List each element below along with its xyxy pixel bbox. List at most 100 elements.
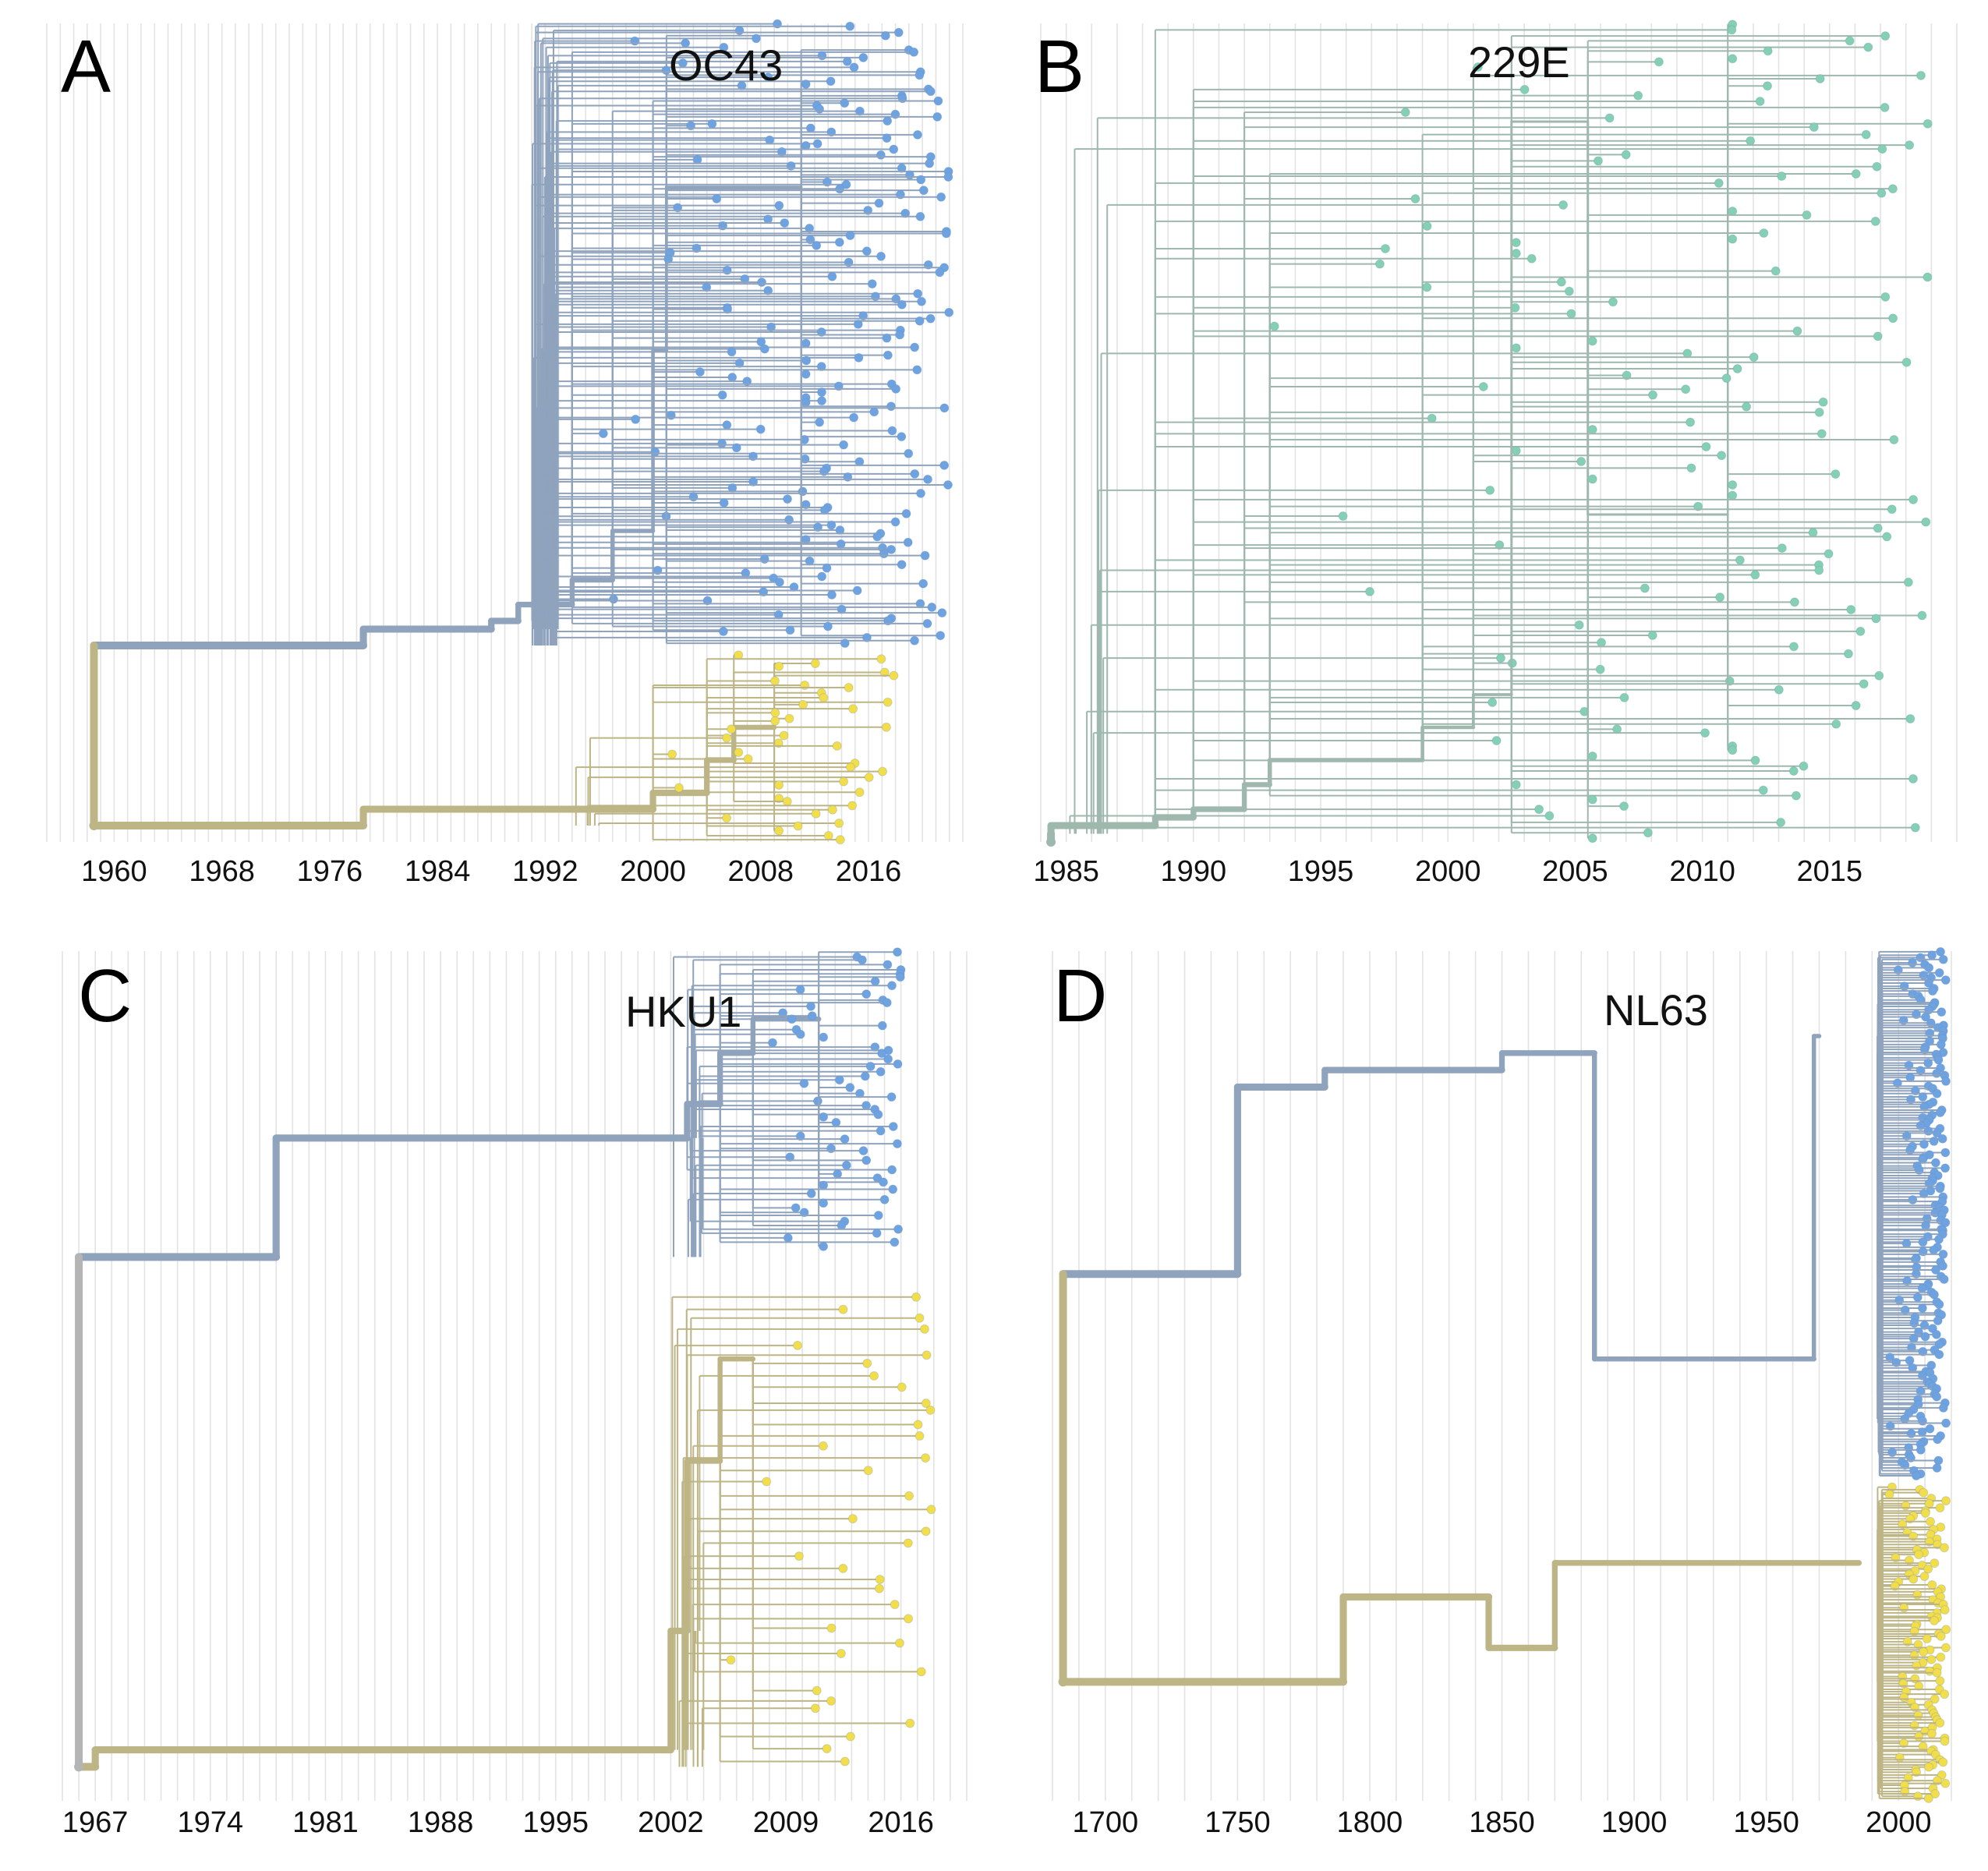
tip-node: [1908, 1574, 1919, 1584]
tip-node: [1604, 113, 1615, 123]
tip-node: [1912, 1293, 1923, 1303]
tip-node: [1870, 216, 1880, 226]
tip-node: [1932, 1088, 1942, 1098]
tip-node: [763, 285, 773, 295]
tip-node: [881, 722, 891, 732]
panel-title-c: HKU1: [625, 987, 742, 1036]
tip-node: [844, 682, 854, 692]
x-tick-label: 1800: [1337, 1806, 1403, 1839]
tip-node: [1774, 684, 1784, 695]
tip-node: [1566, 309, 1576, 319]
tip-node: [1485, 485, 1495, 495]
tip-node: [1608, 297, 1618, 307]
tip-node: [812, 240, 822, 250]
x-tick-label: 1981: [292, 1806, 359, 1839]
tip-node: [667, 749, 677, 759]
tip-node: [1913, 1639, 1923, 1650]
tip-node: [1923, 1793, 1933, 1803]
tip-node: [1887, 1448, 1898, 1458]
tip-node: [734, 748, 744, 758]
tip-node: [1933, 1234, 1944, 1244]
tip-node: [1934, 1349, 1944, 1360]
tip-node: [1933, 1055, 1944, 1065]
tip-node: [826, 76, 836, 87]
tip-node: [1410, 193, 1420, 203]
tip-node: [909, 47, 919, 57]
tip-node: [845, 1731, 855, 1742]
tip-node: [886, 544, 897, 554]
tip-node: [865, 1061, 875, 1071]
tip-node: [1802, 210, 1812, 220]
tip-node: [1936, 1652, 1946, 1662]
tip-node: [794, 1551, 804, 1562]
tip-node: [805, 223, 815, 233]
tip-node: [827, 805, 837, 815]
panel-b: 1985 1990 1995 2000 2005 2010 2015 B 229E: [994, 0, 1988, 936]
x-tick-label: 2005: [1542, 855, 1608, 888]
tip-node: [888, 1184, 898, 1194]
tip-node: [875, 1126, 886, 1136]
tip-node: [1587, 833, 1597, 844]
tip-node: [1939, 1274, 1949, 1284]
x-tick-label: 1995: [1288, 855, 1354, 888]
tip-node: [727, 724, 737, 734]
tip-node: [890, 517, 900, 527]
tip-node: [870, 976, 880, 986]
tip-node: [926, 1505, 936, 1515]
x-tick-label: 2016: [868, 1806, 934, 1839]
tip-node: [1918, 1237, 1928, 1247]
tip-node: [1597, 638, 1607, 648]
tip-node: [1884, 1489, 1894, 1499]
tip-node: [870, 1042, 880, 1052]
tip-node: [1846, 604, 1856, 614]
tip-node: [904, 448, 914, 458]
tip-node: [1894, 1295, 1905, 1305]
panel-a: 1960 1968 1976 1984 1992 2000 2008 2016 A OC43: [0, 0, 994, 936]
tip-node: [810, 1703, 820, 1714]
tip-node: [1914, 1550, 1924, 1560]
tip-node: [787, 1014, 797, 1024]
tip-node: [834, 1075, 844, 1085]
x-tick-label: 2002: [638, 1806, 704, 1839]
tip-node: [1587, 794, 1597, 805]
tip-node: [1909, 1721, 1919, 1731]
tip-node: [890, 1600, 900, 1610]
panel-letter-b: B: [1035, 25, 1085, 108]
tip-node: [1621, 150, 1631, 160]
tip-node: [767, 1038, 777, 1048]
tip-node: [901, 508, 911, 518]
tip-node: [1880, 102, 1890, 112]
tip-node: [791, 1203, 801, 1213]
tip-node: [774, 826, 784, 836]
tip-node: [1932, 1463, 1942, 1473]
tip-node: [1400, 108, 1410, 118]
tip-node: [1759, 228, 1769, 239]
tip-node: [860, 1071, 870, 1081]
tip-node: [1932, 1068, 1942, 1078]
tip-node: [769, 676, 780, 686]
tip-node: [1934, 967, 1944, 978]
tip-node: [598, 429, 608, 439]
tip-node: [1422, 221, 1432, 231]
tip-node: [1933, 1455, 1944, 1466]
x-tick-label: 1990: [1161, 855, 1227, 888]
x-tick-label: 2015: [1797, 855, 1863, 888]
tip-node: [1908, 494, 1919, 504]
tip-node: [1892, 1078, 1902, 1088]
tree-plot-a: 1960 1968 1976 1984 1992 2000 2008 2016: [46, 19, 964, 888]
tip-node: [854, 352, 864, 363]
tip-node: [1922, 1634, 1932, 1644]
tip-node: [893, 947, 903, 957]
tip-node: [826, 1623, 837, 1633]
tip-node: [895, 330, 905, 340]
tip-node: [727, 373, 738, 383]
tip-node: [785, 1152, 795, 1162]
tip-node: [822, 1744, 832, 1754]
tip-node: [932, 111, 943, 122]
tip-node: [1422, 282, 1432, 292]
tip-node: [1923, 1126, 1933, 1136]
tip-node: [877, 1020, 887, 1031]
tip-node: [822, 621, 833, 631]
tip-node: [1873, 331, 1883, 341]
panel-c: 1967 1974 1981 1988 1995 2002 2009 2016 C HKU1: [0, 936, 994, 1871]
